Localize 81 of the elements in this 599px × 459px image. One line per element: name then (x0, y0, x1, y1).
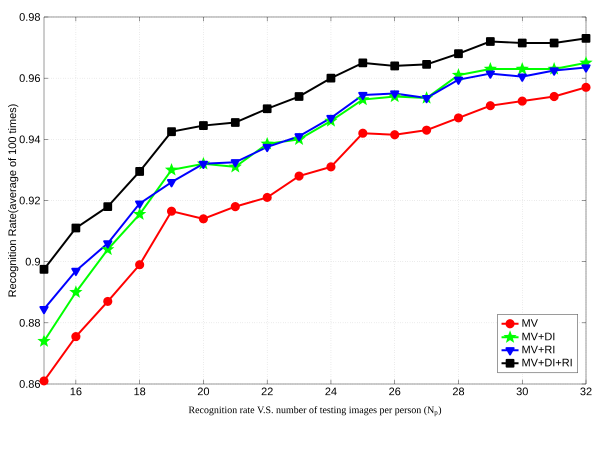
x-tick-label: 30 (516, 388, 528, 396)
point (422, 94, 432, 104)
point (390, 62, 400, 70)
x-tick-label: 20 (198, 388, 210, 396)
x-tick-label: 28 (452, 388, 464, 396)
point (326, 162, 336, 172)
point (230, 202, 240, 212)
point (582, 34, 590, 43)
point (550, 92, 559, 102)
point (166, 179, 176, 188)
point (454, 76, 464, 85)
point (326, 114, 336, 124)
point (262, 192, 272, 202)
y-axis-title: Recognition Rate(average of 100 times) (8, 104, 18, 296)
point (103, 202, 112, 212)
point (358, 92, 368, 100)
point (518, 38, 527, 48)
legend-label: MV+RI (522, 346, 554, 354)
point (518, 74, 527, 82)
y-tick-label: 0.96 (20, 74, 40, 82)
x-axis-title: Recognition rate V.S. number of testing images per person (N$_{p}$) (188, 406, 442, 416)
y-tick-label: 0.92 (20, 196, 40, 204)
x-tick-label: 24 (325, 388, 337, 396)
point (294, 171, 304, 181)
point (40, 264, 48, 274)
y-tick-label: 0.98 (20, 13, 40, 21)
point (516, 62, 529, 75)
y-tick-label: 0.9 (26, 258, 40, 266)
point (133, 207, 146, 220)
point (39, 306, 49, 314)
point (422, 126, 432, 135)
point (326, 74, 336, 83)
point (454, 113, 464, 123)
point (198, 160, 208, 169)
point (135, 260, 144, 270)
point (198, 214, 208, 224)
point (518, 96, 527, 106)
point (103, 240, 112, 248)
point (486, 37, 495, 46)
point (486, 70, 495, 79)
point (486, 101, 495, 110)
x-tick-label: 22 (262, 388, 273, 396)
legend-label: MV+DI (522, 332, 554, 340)
x-tick-label: 18 (134, 388, 146, 396)
x-tick-label: 16 (70, 388, 82, 396)
x-tick-label: 26 (389, 388, 400, 396)
point (230, 159, 240, 168)
point (358, 128, 368, 138)
point (454, 49, 463, 58)
point (71, 224, 80, 232)
point (71, 332, 80, 342)
point (550, 67, 559, 76)
point (390, 90, 400, 99)
point (37, 334, 51, 347)
point (103, 296, 112, 306)
point (581, 64, 591, 73)
point (69, 285, 83, 298)
point (167, 127, 176, 136)
point (164, 162, 178, 176)
y-tick-label: 0.94 (20, 135, 40, 144)
y-tick-label: 0.88 (20, 318, 40, 327)
point (166, 206, 176, 216)
point (199, 121, 208, 130)
point (294, 133, 304, 142)
point (135, 200, 144, 209)
y-tick-label: 0.86 (20, 380, 40, 388)
legend-label: MV+DI+RI (522, 358, 572, 366)
point (390, 130, 400, 140)
point (550, 38, 559, 48)
x-tick-label: 32 (580, 388, 592, 396)
point (135, 167, 144, 176)
point (262, 144, 272, 152)
legend-label: MV (522, 319, 538, 327)
point (39, 376, 49, 386)
point (262, 104, 272, 114)
point (422, 60, 431, 69)
point (581, 82, 591, 92)
point (71, 268, 81, 276)
point (230, 118, 240, 127)
point (358, 58, 368, 68)
point (294, 92, 304, 101)
